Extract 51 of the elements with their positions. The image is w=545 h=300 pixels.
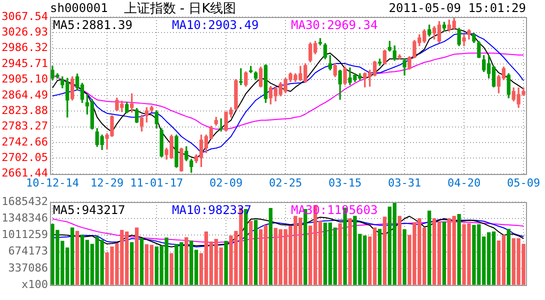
bar	[184, 237, 188, 285]
y-tick-label: 1011259	[2, 228, 48, 242]
bar	[254, 220, 258, 285]
series-label: MA5:943217	[53, 203, 126, 218]
x-tick-label: 02-25	[268, 176, 302, 190]
x-tick-label: 12-29	[90, 176, 124, 190]
x-tick-label: 05-09	[506, 176, 540, 190]
text: MA5:2881.39	[53, 18, 132, 32]
bar	[338, 223, 342, 285]
text: sh000001	[50, 1, 108, 16]
y-tick-label: 3026.93	[2, 26, 48, 39]
bar	[457, 214, 461, 285]
text: MA10:2903.49	[172, 18, 259, 32]
y-tick-label: 1685432	[2, 194, 48, 208]
bar	[248, 220, 253, 285]
y-tick-label: 1348346	[2, 211, 48, 224]
y-tick-label: 2986.32	[2, 41, 48, 54]
bar	[170, 253, 174, 285]
y-tick-label: 674173	[8, 244, 48, 258]
bar	[382, 216, 387, 285]
bar	[427, 210, 432, 285]
bar	[130, 242, 134, 285]
bar	[224, 240, 228, 285]
text: MA30:2969.34	[291, 18, 378, 32]
y-tick-label: 2864.49	[2, 88, 48, 102]
chart-title: 上证指数 - 日K线图	[124, 1, 236, 16]
bar	[506, 228, 510, 285]
bar	[140, 238, 144, 285]
y-tick-label: 3067.54	[2, 10, 48, 23]
bar	[402, 229, 406, 285]
x-tick-label: 04-20	[447, 176, 481, 190]
bar	[75, 230, 80, 285]
y-tick-label: 2742.66	[2, 135, 48, 148]
y-tick-label: 2945.71	[2, 56, 48, 70]
bar	[268, 208, 272, 285]
bar	[378, 228, 382, 285]
y-tick-label: x100	[22, 278, 48, 291]
bar	[348, 218, 352, 285]
y-tick-label: 337086	[8, 261, 48, 274]
x-tick-label: 03-31	[388, 176, 422, 190]
y-tick-label: 2783.27	[2, 120, 48, 133]
y-tick-label: 2823.88	[2, 104, 48, 117]
text: 2011-05-09 15:01:29	[388, 1, 526, 16]
y-tick-label: 2905.10	[2, 72, 48, 86]
x-tick-label: 11-01-17	[130, 176, 184, 190]
x-tick-label: 02-09	[209, 176, 243, 190]
bar	[442, 222, 446, 285]
bar	[134, 228, 139, 285]
bar	[398, 216, 402, 285]
x-tick-label: 03-15	[328, 176, 362, 190]
y-tick-label: 2702.05	[2, 150, 48, 164]
